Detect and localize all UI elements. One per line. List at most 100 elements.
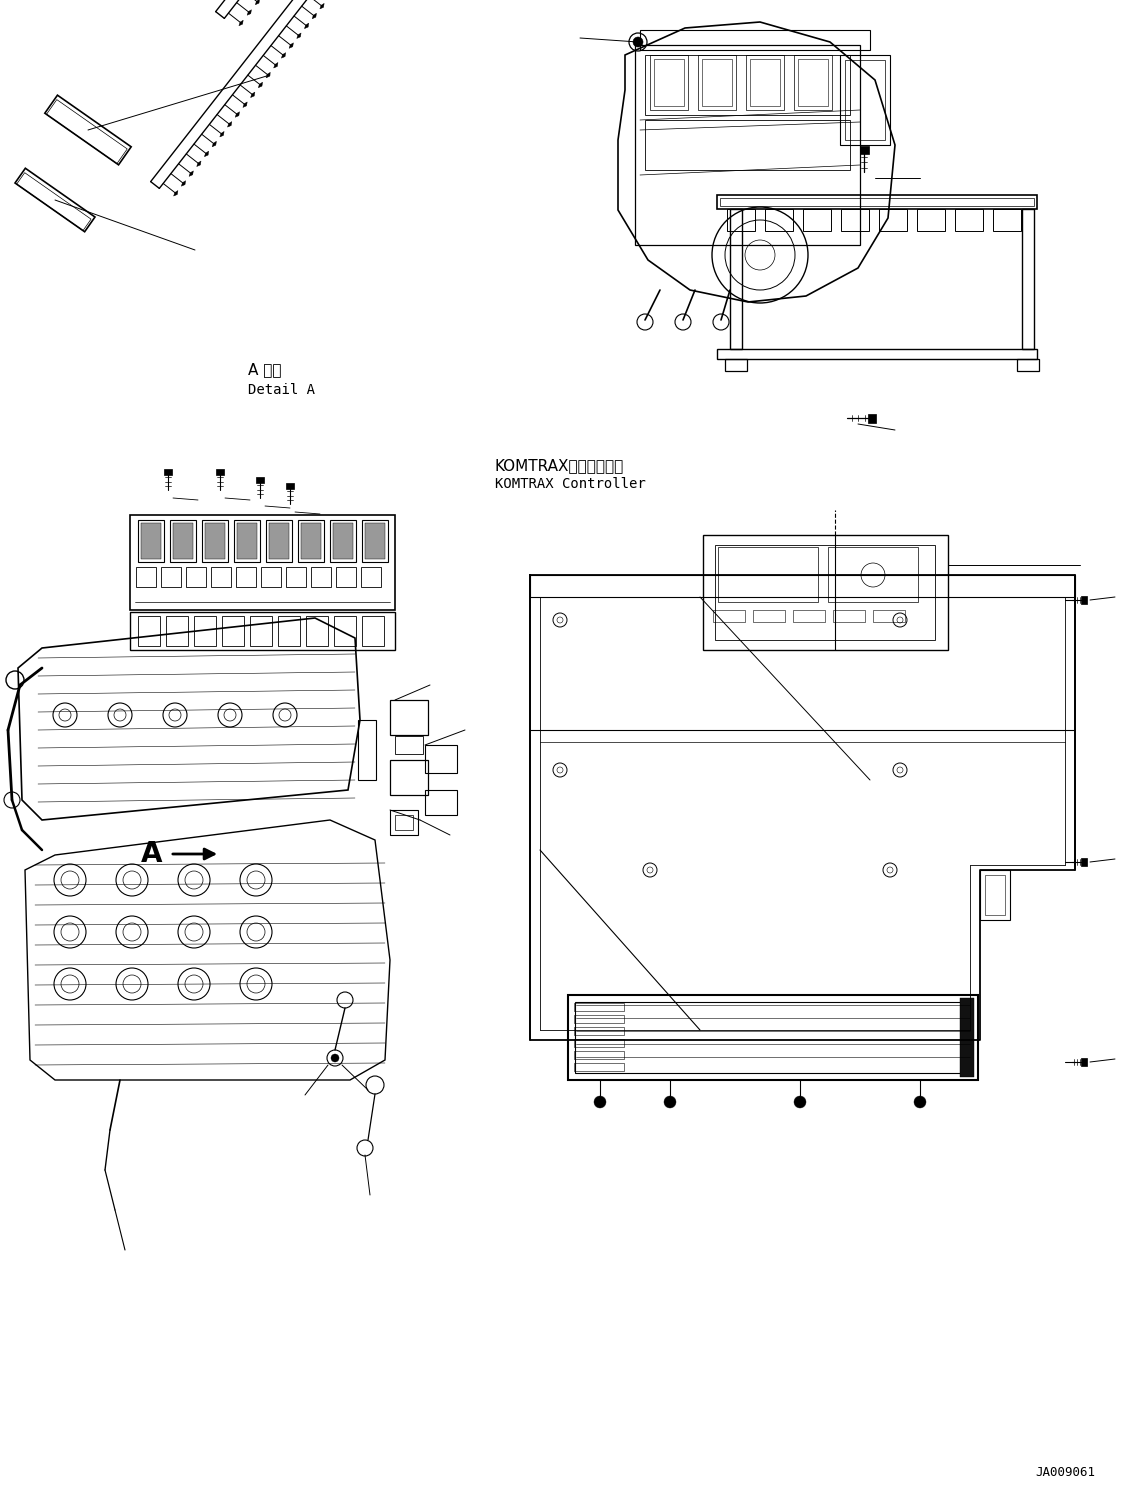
Bar — [269, 523, 289, 559]
Bar — [640, 30, 870, 51]
Polygon shape — [243, 101, 247, 107]
Polygon shape — [205, 151, 208, 157]
Circle shape — [793, 1096, 806, 1108]
Bar — [161, 567, 181, 587]
Bar — [358, 720, 376, 780]
Bar — [993, 209, 1021, 231]
Polygon shape — [274, 63, 278, 69]
Polygon shape — [860, 146, 869, 154]
Polygon shape — [266, 73, 270, 78]
Bar — [1022, 209, 1034, 349]
Bar — [141, 523, 161, 559]
Bar — [713, 610, 745, 622]
Bar — [568, 994, 978, 1079]
Polygon shape — [174, 191, 177, 197]
Polygon shape — [297, 33, 301, 39]
Polygon shape — [251, 92, 255, 97]
Bar — [955, 209, 984, 231]
Bar — [335, 567, 356, 587]
Text: KOMTRAX Controller: KOMTRAX Controller — [495, 477, 646, 491]
Bar — [365, 523, 385, 559]
Bar — [717, 349, 1037, 359]
Bar — [306, 616, 327, 646]
Bar — [635, 45, 860, 245]
Bar — [731, 209, 742, 349]
Bar — [166, 616, 188, 646]
Circle shape — [331, 1054, 339, 1062]
Polygon shape — [189, 171, 194, 176]
Bar — [703, 535, 948, 650]
Polygon shape — [1081, 596, 1088, 604]
Polygon shape — [235, 112, 239, 118]
Bar — [718, 547, 818, 602]
Bar — [222, 616, 244, 646]
Polygon shape — [228, 122, 231, 127]
Bar — [727, 209, 755, 231]
Circle shape — [914, 1096, 926, 1108]
Polygon shape — [220, 131, 224, 137]
Bar — [747, 55, 784, 110]
Bar — [840, 55, 890, 145]
Polygon shape — [239, 21, 243, 25]
Bar — [334, 616, 356, 646]
Bar — [725, 359, 747, 371]
Bar — [702, 60, 732, 106]
Bar — [917, 209, 945, 231]
Bar — [194, 616, 216, 646]
Polygon shape — [197, 161, 202, 167]
Bar — [1017, 359, 1039, 371]
Bar — [720, 198, 1034, 206]
Bar — [879, 209, 907, 231]
Polygon shape — [282, 52, 286, 58]
Bar — [765, 209, 793, 231]
Bar — [803, 209, 831, 231]
Circle shape — [664, 1096, 676, 1108]
Bar — [575, 1002, 971, 1074]
Bar — [793, 610, 826, 622]
Bar — [574, 1039, 624, 1047]
Text: A 詳細: A 詳細 — [248, 362, 282, 377]
Bar — [298, 520, 324, 562]
Bar — [390, 810, 418, 835]
Bar — [286, 567, 306, 587]
Polygon shape — [212, 142, 216, 146]
Bar — [840, 209, 869, 231]
Bar — [362, 616, 384, 646]
Bar — [717, 195, 1037, 209]
Bar — [753, 610, 785, 622]
Bar — [960, 997, 974, 1077]
Bar — [311, 567, 331, 587]
Polygon shape — [181, 180, 185, 186]
Text: A: A — [141, 839, 163, 868]
Bar — [698, 55, 736, 110]
Polygon shape — [289, 43, 293, 48]
Bar — [574, 1063, 624, 1071]
Bar — [574, 1015, 624, 1023]
Bar — [362, 520, 388, 562]
Bar — [136, 567, 156, 587]
Circle shape — [633, 37, 643, 48]
Bar — [645, 55, 850, 115]
Bar — [574, 1051, 624, 1059]
Bar — [261, 567, 281, 587]
Bar — [793, 55, 832, 110]
Bar — [714, 546, 935, 640]
Bar — [650, 55, 688, 110]
Bar — [425, 746, 457, 772]
Bar — [301, 523, 321, 559]
Bar — [131, 611, 395, 650]
Text: KOMTRAXコントローラ: KOMTRAXコントローラ — [495, 459, 624, 474]
Bar — [169, 520, 196, 562]
Polygon shape — [1081, 857, 1088, 866]
Bar — [828, 547, 918, 602]
Polygon shape — [256, 477, 264, 483]
Bar — [139, 616, 160, 646]
Bar — [980, 871, 1010, 920]
Bar — [390, 760, 428, 795]
Bar — [131, 514, 395, 610]
Polygon shape — [305, 22, 309, 28]
Bar — [330, 520, 356, 562]
Bar — [211, 567, 231, 587]
Bar — [173, 523, 194, 559]
Bar — [845, 60, 885, 140]
